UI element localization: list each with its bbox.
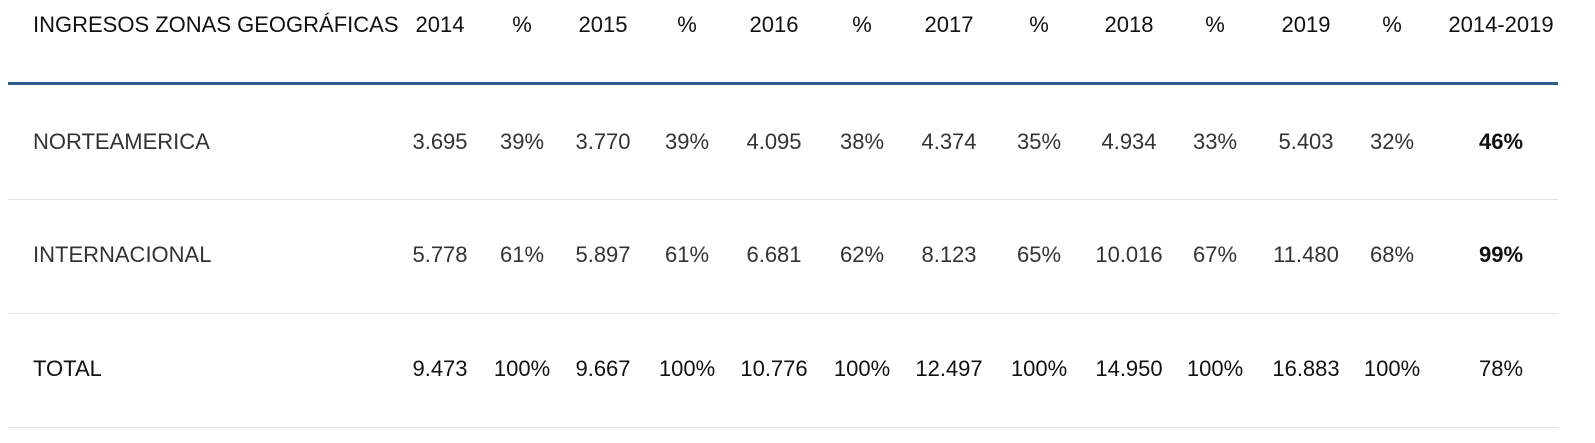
row-divider (8, 427, 1558, 428)
table-cell: 9.667 (575, 356, 631, 381)
header-pct-2019: % (1382, 12, 1402, 37)
header-divider (8, 82, 1558, 85)
table-cell: 8.123 (921, 242, 977, 267)
table-cell: 10.016 (1095, 242, 1163, 267)
table-cell: 16.883 (1272, 356, 1340, 381)
table-cell: 5.778 (412, 242, 468, 267)
table-cell: 10.776 (740, 356, 808, 381)
row-label-norteamerica: NORTEAMERICA (33, 129, 210, 154)
table-cell: 61% (499, 242, 545, 267)
header-pct-2018: % (1205, 12, 1225, 37)
header-pct-2015: % (677, 12, 697, 37)
table-row: NORTEAMERICA 3.695 39% 3.770 39% 4.095 3… (0, 87, 1595, 200)
header-pct-2014: % (512, 12, 532, 37)
table-cell: 61% (664, 242, 710, 267)
table-cell: 32% (1369, 129, 1415, 154)
table-cell: 68% (1369, 242, 1415, 267)
header-2016: 2016 (749, 12, 799, 37)
table-cell: 12.497 (915, 356, 983, 381)
header-2014: 2014 (415, 12, 465, 37)
header-geographic-zones: INGRESOS ZONAS GEOGRÁFICAS (33, 12, 399, 37)
total-row: TOTAL 9.473 100% 9.667 100% 10.776 100% … (0, 314, 1595, 428)
table-cell: 38% (839, 129, 885, 154)
row-label-internacional: INTERNACIONAL (33, 242, 212, 267)
table-cell: 100% (1186, 356, 1244, 381)
table-cell: 5.403 (1278, 129, 1334, 154)
table-cell: 3.695 (412, 129, 468, 154)
growth-cell: 78% (1478, 356, 1524, 381)
table-cell: 100% (493, 356, 551, 381)
table-cell: 100% (833, 356, 891, 381)
table-cell: 14.950 (1095, 356, 1163, 381)
table-cell: 100% (658, 356, 716, 381)
header-2018: 2018 (1104, 12, 1154, 37)
header-2019: 2019 (1281, 12, 1331, 37)
table-cell: 100% (1363, 356, 1421, 381)
table-cell: 6.681 (746, 242, 802, 267)
growth-cell: 99% (1478, 242, 1524, 267)
header-2017: 2017 (924, 12, 974, 37)
table-cell: 67% (1192, 242, 1238, 267)
header-2015: 2015 (578, 12, 628, 37)
table-cell: 4.934 (1101, 129, 1157, 154)
table-cell: 39% (664, 129, 710, 154)
table-cell: 3.770 (575, 129, 631, 154)
table-cell: 65% (1016, 242, 1062, 267)
table-cell: 62% (839, 242, 885, 267)
table-cell: 39% (499, 129, 545, 154)
table-cell: 35% (1016, 129, 1062, 154)
row-divider (8, 199, 1558, 200)
table-header-row: INGRESOS ZONAS GEOGRÁFICAS 2014 % 2015 %… (0, 0, 1595, 84)
table-row: INTERNACIONAL 5.778 61% 5.897 61% 6.681 … (0, 200, 1595, 314)
table-cell: 4.095 (746, 129, 802, 154)
header-pct-2016: % (852, 12, 872, 37)
table-cell: 5.897 (575, 242, 631, 267)
table-cell: 100% (1010, 356, 1068, 381)
table-cell: 33% (1192, 129, 1238, 154)
table-cell: 11.480 (1273, 242, 1339, 267)
row-label-total: TOTAL (33, 356, 102, 381)
header-growth-2014-2019: 2014-2019 (1448, 12, 1554, 37)
table-cell: 4.374 (921, 129, 977, 154)
growth-cell: 46% (1478, 129, 1524, 154)
header-pct-2017: % (1029, 12, 1049, 37)
table-cell: 9.473 (412, 356, 468, 381)
row-divider (8, 313, 1558, 314)
